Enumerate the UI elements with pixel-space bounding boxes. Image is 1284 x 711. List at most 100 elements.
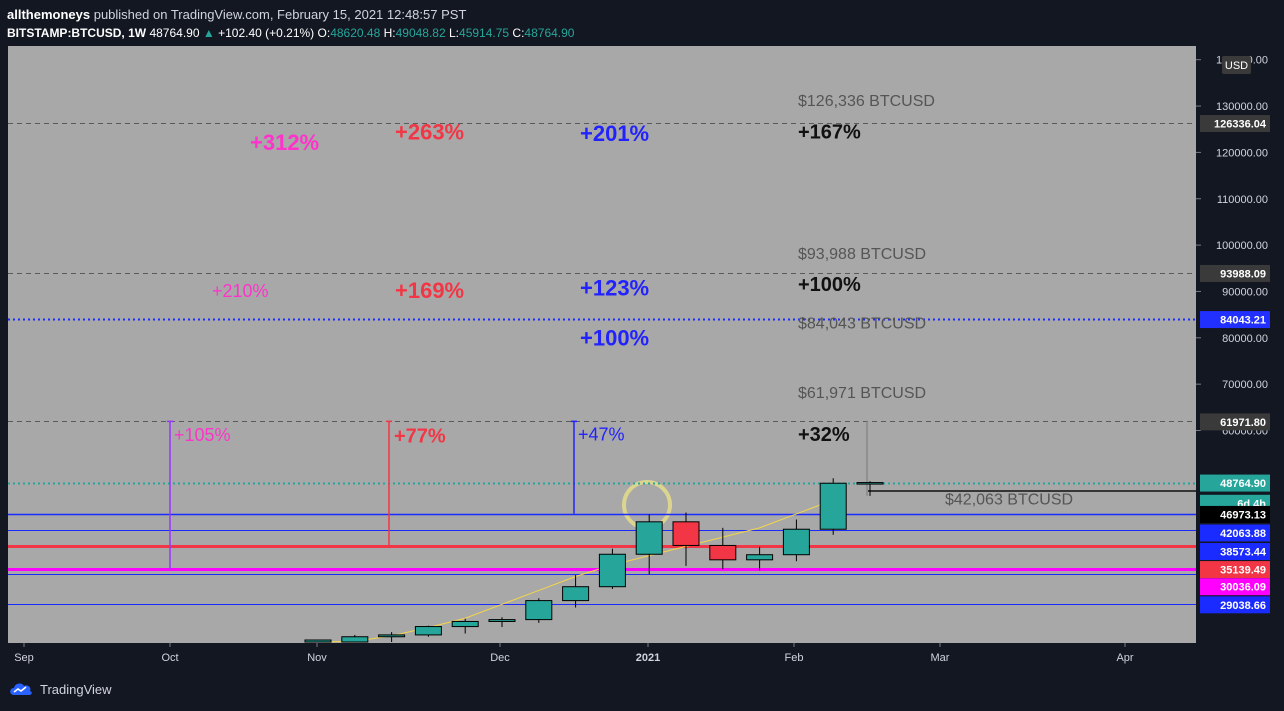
candle-12 — [746, 546, 774, 571]
price-badge-text: 42063.88 — [1220, 528, 1266, 540]
candle-body — [414, 626, 442, 636]
price-badge-2[interactable]: 84043.21 — [1200, 311, 1270, 329]
candle-body — [856, 482, 884, 485]
y-tick-label-3: 90000.00 — [1222, 286, 1268, 298]
price-badge-text: 35139.49 — [1220, 565, 1266, 577]
annotation-1: +263% — [395, 119, 464, 144]
annotation-2: +201% — [580, 121, 649, 146]
y-tick-label-6: 120000.00 — [1216, 147, 1268, 159]
candle-body — [746, 554, 774, 561]
price-badge-6[interactable]: 46973.13 — [1200, 505, 1270, 523]
annotation-7: +123% — [580, 276, 649, 301]
price-badge-0[interactable]: 126336.04 — [1200, 115, 1270, 133]
open-label: O: — [317, 26, 331, 40]
annotation-6: +169% — [395, 278, 464, 303]
price-badge-9[interactable]: 35139.49 — [1200, 561, 1270, 579]
x-tick-label-3: Dec — [490, 652, 510, 664]
candle-15 — [856, 481, 884, 496]
price-badge-text: 48764.90 — [1220, 478, 1266, 490]
candle-body — [672, 521, 700, 546]
high-label: H: — [383, 26, 396, 40]
candle-body — [378, 634, 406, 638]
candle-3 — [414, 625, 442, 637]
annotation-10: $84,043 BTCUSD — [798, 316, 926, 333]
candle-11 — [709, 527, 737, 570]
candle-8 — [598, 548, 626, 590]
candle-7 — [562, 575, 590, 608]
x-tick-label-1: Oct — [161, 652, 178, 664]
price-badge-bg — [1200, 474, 1270, 492]
tradingview-logo[interactable]: TradingView — [8, 681, 112, 697]
x-tick-label-7: Apr — [1116, 652, 1133, 664]
candle-0 — [304, 639, 332, 643]
price-badge-bg — [1200, 413, 1270, 431]
price-badge-text: 38573.44 — [1220, 547, 1267, 559]
price-badge-text: 30036.09 — [1220, 582, 1266, 594]
price-change: +102.40 (+0.21%) — [218, 26, 315, 40]
candle-1 — [341, 634, 369, 643]
close-value: 48764.90 — [524, 26, 575, 40]
candle-6 — [525, 598, 553, 623]
price-badge-text: 61971.80 — [1220, 417, 1266, 429]
ohlc-legend: BITSTAMP:BTCUSD, 1W 48764.90 ▲ +102.40 (… — [7, 26, 574, 40]
price-badge-bg — [1200, 561, 1270, 579]
last-price: 48764.90 — [149, 26, 200, 40]
candle-body — [341, 636, 369, 643]
annotation-5: +210% — [212, 281, 269, 301]
time-axis[interactable] — [8, 643, 1196, 671]
up-arrow-icon: ▲ — [202, 26, 215, 40]
high-value: 49048.82 — [395, 26, 446, 40]
price-badge-7[interactable]: 42063.88 — [1200, 524, 1270, 542]
low-label: L: — [449, 26, 460, 40]
low-value: 45914.75 — [459, 26, 510, 40]
price-badge-text: 46973.13 — [1220, 509, 1266, 521]
candle-body — [525, 600, 553, 621]
currency-label — [1222, 56, 1251, 74]
price-badge-text: 84043.21 — [1220, 315, 1266, 327]
candle-body — [562, 586, 590, 602]
price-badge-1[interactable]: 93988.09 — [1200, 264, 1270, 282]
author-name[interactable]: allthemoneys — [7, 7, 91, 22]
candle-13 — [782, 519, 810, 562]
price-badge-bg — [1200, 543, 1270, 561]
price-badge-4[interactable]: 48764.90 — [1200, 474, 1270, 492]
annotation-4: $126,336 BTCUSD — [798, 93, 935, 110]
candle-body — [782, 528, 810, 556]
published-text: published on TradingView.com, February 1… — [93, 7, 467, 22]
annotation-0: +312% — [250, 130, 319, 155]
candle-body — [304, 639, 332, 643]
annotation-3: +167% — [798, 121, 861, 143]
candle-body — [635, 521, 663, 555]
candle-body — [598, 553, 626, 588]
candle-4 — [451, 618, 479, 634]
x-tick-label-5: Feb — [785, 652, 804, 664]
x-tick-label-6: Mar — [931, 652, 950, 664]
candle-2 — [378, 632, 406, 642]
candle-body — [451, 620, 479, 628]
annotation-16: +32% — [798, 424, 850, 446]
open-value: 48620.48 — [330, 26, 381, 40]
price-badge-11[interactable]: 29038.66 — [1200, 596, 1270, 614]
y-tick-label-5: 110000.00 — [1217, 194, 1268, 206]
price-badge-bg — [1200, 596, 1270, 614]
price-badge-bg — [1200, 115, 1270, 133]
price-badge-10[interactable]: 30036.09 — [1200, 578, 1270, 596]
candle-body — [819, 482, 847, 530]
price-badge-8[interactable]: 38573.44 — [1200, 543, 1270, 561]
x-tick-label-0: Sep — [14, 652, 34, 664]
price-badge-3[interactable]: 61971.80 — [1200, 413, 1270, 431]
candle-9 — [635, 514, 663, 575]
symbol-label: BITSTAMP:BTCUSD, 1W — [7, 26, 147, 40]
price-badge-text: 29038.66 — [1220, 600, 1266, 612]
candle-14 — [819, 478, 847, 535]
y-tick-label-1: 70000.00 — [1222, 379, 1268, 391]
price-badge-bg — [1200, 311, 1270, 329]
y-tick-label-2: 80000.00 — [1222, 333, 1268, 345]
x-tick-label-4: 2021 — [636, 652, 660, 664]
brand-name: TradingView — [40, 681, 112, 697]
tradingview-cloud-icon — [10, 683, 32, 695]
price-badge-bg — [1200, 264, 1270, 282]
x-tick-label-2: Nov — [307, 652, 327, 664]
annotation-14: +77% — [394, 426, 446, 448]
